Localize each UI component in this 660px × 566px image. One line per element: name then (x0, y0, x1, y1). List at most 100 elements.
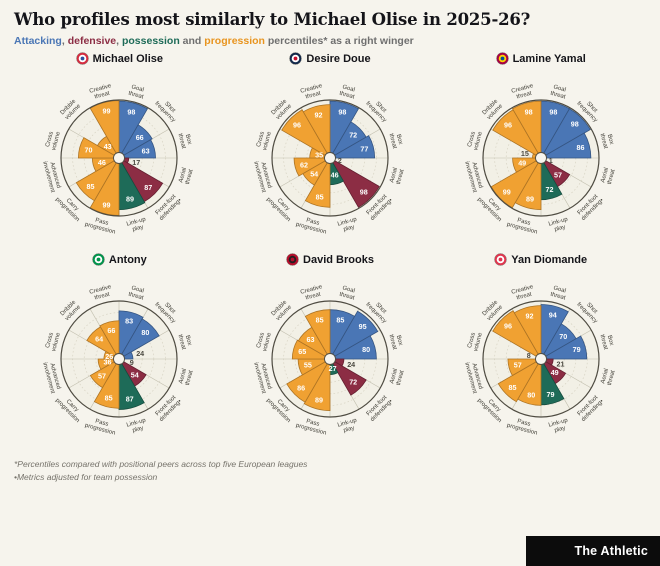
pizza-slice (303, 357, 331, 412)
slice-value: 66 (108, 326, 116, 335)
axis-label: Advancedinvolvement (463, 159, 484, 194)
axis-label: Boxthreat (177, 131, 193, 149)
slice-value: 86 (297, 383, 305, 392)
slice-value: 85 (316, 316, 324, 325)
subtitle-part: progression (204, 35, 265, 47)
slice-value: 96 (293, 121, 301, 130)
pizza-slice (539, 335, 587, 360)
slice-value: 87 (145, 183, 153, 192)
player-name: Antony (108, 253, 147, 266)
slice-value: 85 (105, 393, 113, 402)
slice-value: 80 (142, 328, 150, 337)
slice-value: 98 (524, 107, 532, 116)
axis-label: Aerialthreat (179, 167, 195, 185)
footnote-percentiles: *Percentiles compared with positional pe… (14, 459, 308, 469)
axis-label: Advancedinvolvement (42, 159, 63, 194)
club-badge-icon (286, 253, 299, 266)
pizza-slice (99, 320, 120, 361)
axis-label: Passprogression (506, 215, 540, 235)
player-card: Desire Doue 98 72 77 2 98 46 85 54 62 35 96 92 Goalth… (225, 51, 436, 252)
axis-label: Goalthreat (128, 285, 146, 301)
slice-value: 26 (106, 352, 114, 361)
pizza-slice (539, 108, 591, 160)
slice-value: 99 (103, 107, 111, 116)
slice-value: 80 (527, 391, 535, 400)
axis-label: Link-upplay (337, 418, 360, 436)
pizza-slice (293, 157, 332, 177)
subtitle-part: defensive (67, 35, 117, 47)
slice-value: 85 (336, 316, 344, 325)
subtitle: Attacking, defensive, possession and pro… (14, 35, 646, 47)
slice-value: 17 (133, 158, 141, 167)
slice-value: 62 (300, 161, 308, 170)
slice-value: 85 (87, 182, 95, 191)
pizza-slice (328, 310, 379, 361)
club-badge-icon (494, 253, 508, 266)
slice-value: 77 (360, 144, 368, 153)
club-badge-icon (92, 253, 105, 266)
slice-value: 95 (359, 322, 367, 331)
club-badge-icon (75, 52, 89, 65)
charts-grid: Michael Olise 98 66 63 17 87 89 99 85 46 70 43 99 Goa… (14, 51, 646, 453)
axis-label: Boxthreat (388, 332, 404, 350)
axis-label: Link-upplay (548, 217, 571, 235)
axis-label: Aerialthreat (600, 368, 616, 386)
axis-label: Link-upplay (126, 418, 149, 436)
pizza-slice (117, 139, 157, 159)
slice-value: 64 (95, 335, 103, 344)
pizza-slice (539, 132, 591, 159)
player-card: Michael Olise 98 66 63 17 87 89 99 85 46 70 43 99 Goa… (14, 51, 225, 252)
axis-label: Passprogression (295, 215, 329, 235)
axis-label: Aerialthreat (179, 368, 195, 386)
slice-value: 89 (526, 195, 534, 204)
pizza-slice (329, 100, 359, 160)
slice-value: 2 (338, 156, 342, 165)
pizza-chart: 94707921497980855789692GoalthreatShotfre… (463, 284, 617, 437)
slice-value: 79 (572, 345, 580, 354)
axis-label: Boxthreat (598, 332, 614, 350)
axis-label: Creativethreat (511, 83, 537, 101)
axis-label: Passprogression (84, 416, 118, 436)
slice-value: 72 (545, 185, 553, 194)
subtitle-part: percentiles* as a right winger (264, 35, 414, 47)
slice-value: 1 (548, 156, 552, 165)
subtitle-part: possession (121, 35, 180, 47)
slice-value: 35 (315, 151, 323, 160)
axis-label: Advancedinvolvement (252, 360, 273, 395)
page-title: Who profiles most similarly to Michael O… (14, 10, 531, 29)
player-header: Yan Diomande (494, 252, 587, 267)
slice-value: 83 (125, 317, 133, 326)
axis-label: Aerialthreat (389, 167, 405, 185)
pizza-center (534, 353, 547, 365)
slice-value: 98 (338, 107, 346, 116)
axis-label: Crossvolume (45, 129, 63, 152)
player-name: Desire Doue (306, 52, 371, 65)
axis-label: Link-upplay (126, 217, 149, 235)
pizza-slice (118, 124, 154, 160)
slice-value: 89 (315, 396, 323, 405)
pizza-slice (507, 358, 543, 377)
axis-label: Aerialthreat (389, 368, 405, 386)
slice-value: 98 (549, 107, 557, 116)
pizza-center (534, 152, 547, 164)
pizza-slice (540, 304, 569, 361)
slice-value: 21 (556, 360, 564, 369)
axis-label: Crossvolume (466, 129, 484, 152)
pizza-slice (90, 357, 121, 389)
axis-label: Crossvolume (256, 129, 274, 152)
pizza-center (324, 152, 336, 164)
pizza-center (324, 353, 336, 365)
axis-label: Passprogression (506, 416, 540, 436)
pizza-center (113, 152, 126, 164)
player-header: David Brooks (286, 252, 374, 267)
subtitle-part: and (179, 35, 205, 47)
slice-value: 72 (349, 378, 357, 387)
slice-value: 98 (360, 187, 368, 196)
player-name: Lamine Yamal (512, 52, 586, 65)
axis-label: Goalthreat (549, 285, 567, 301)
pizza-slice (491, 310, 542, 361)
pizza-chart: 83802495487855736266466GoalthreatShotfre… (42, 284, 196, 437)
slice-value: 96 (504, 322, 512, 331)
